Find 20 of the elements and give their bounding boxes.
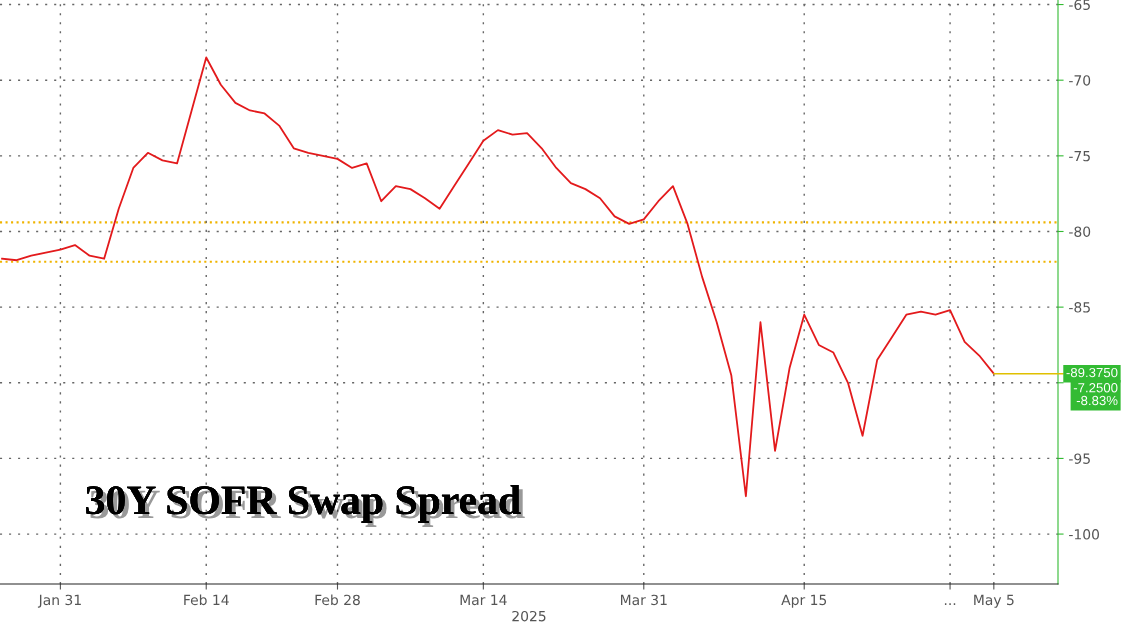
y-tick-label: -80 (1069, 226, 1091, 237)
y-tick-label: -85 (1069, 302, 1090, 313)
y-tick-label: -100 (1069, 529, 1100, 540)
y-tick-label: -75 (1069, 150, 1090, 162)
x-axis-title: 2025 (512, 610, 546, 622)
annotation: -89.3750 (1066, 367, 1118, 378)
y-tick-label: -95 (1069, 453, 1090, 464)
text: -7.2500 (1073, 383, 1118, 393)
x-tick-label: Feb 28 (315, 594, 360, 606)
x-tick-label: Jan 31 (37, 594, 81, 608)
text: 30Y SOFR Swap Spread (86, 485, 525, 527)
x-tick-label: Apr 15 (781, 594, 827, 608)
x-tick-label: Mar 31 (621, 594, 667, 606)
y-tick-label: -65 (1069, 0, 1090, 11)
text: -8.83% (1076, 395, 1118, 406)
x-tick-label: Mar 14 (460, 594, 507, 606)
x-tick-label: May 5 (974, 594, 1014, 608)
x-tick-label: ... (944, 603, 956, 605)
y-tick-label: -70 (1069, 75, 1091, 86)
x-tick-label: Feb 14 (184, 594, 229, 606)
